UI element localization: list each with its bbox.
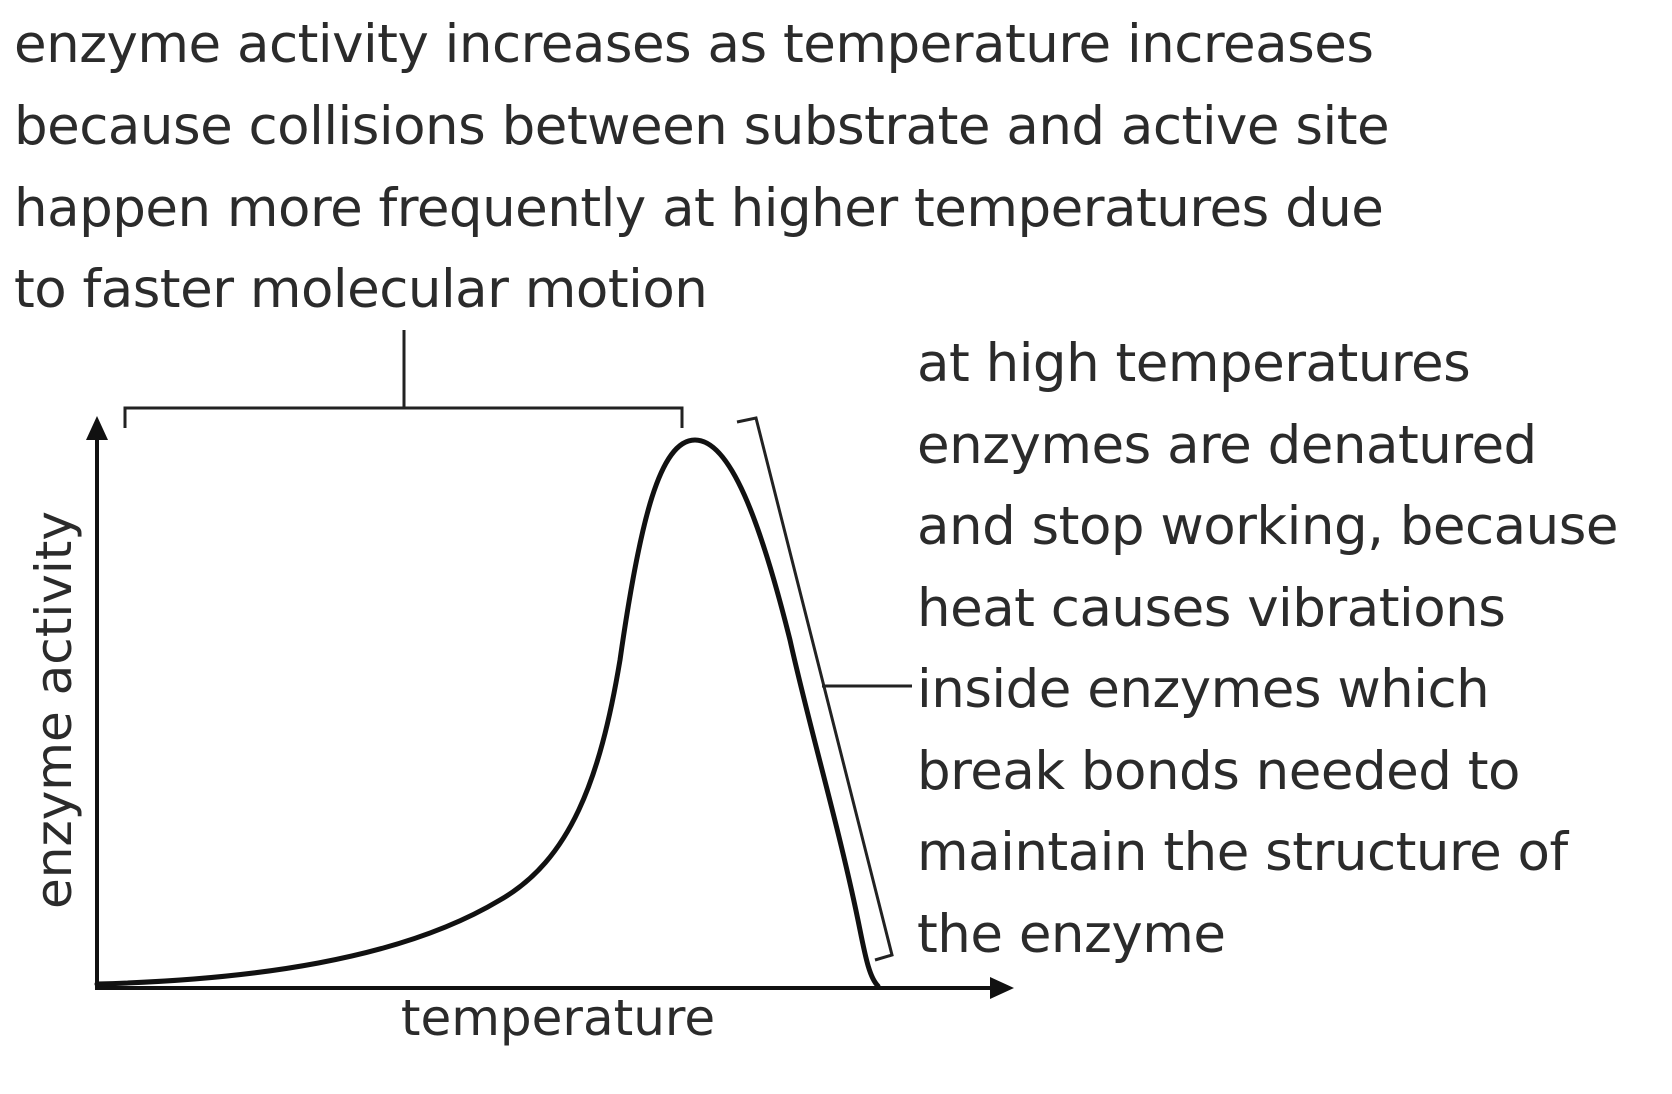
x-axis-label: temperature (400, 989, 716, 1047)
increase-annotation-line: to faster molecular motion (14, 259, 708, 320)
increase-bracket (123, 406, 684, 428)
denature-annotation-line: heat causes vibrations (917, 578, 1506, 639)
denature-annotation-line: maintain the structure of (917, 822, 1568, 883)
denature-annotation-line: the enzyme (917, 904, 1226, 965)
denature-annotation-line: at high temperatures (917, 333, 1471, 394)
denature-annotation-line: enzymes are denatured (917, 415, 1537, 476)
denature-bracket (736, 416, 894, 962)
y-axis-label: enzyme activity (25, 511, 83, 909)
denature-annotation-line: inside enzymes which (917, 659, 1490, 720)
increase-annotation-line: happen more frequently at higher tempera… (14, 178, 1384, 239)
increase-annotation-line: enzyme activity increases as temperature… (14, 14, 1374, 75)
denature-annotation-line: and stop working, because (917, 496, 1618, 557)
increase-annotation-line: because collisions between substrate and… (14, 96, 1390, 157)
y-axis-arrowhead (86, 416, 108, 440)
denature-annotation-line: break bonds needed to (917, 741, 1520, 802)
x-axis-arrowhead (990, 977, 1014, 999)
activity-curve (94, 437, 881, 989)
